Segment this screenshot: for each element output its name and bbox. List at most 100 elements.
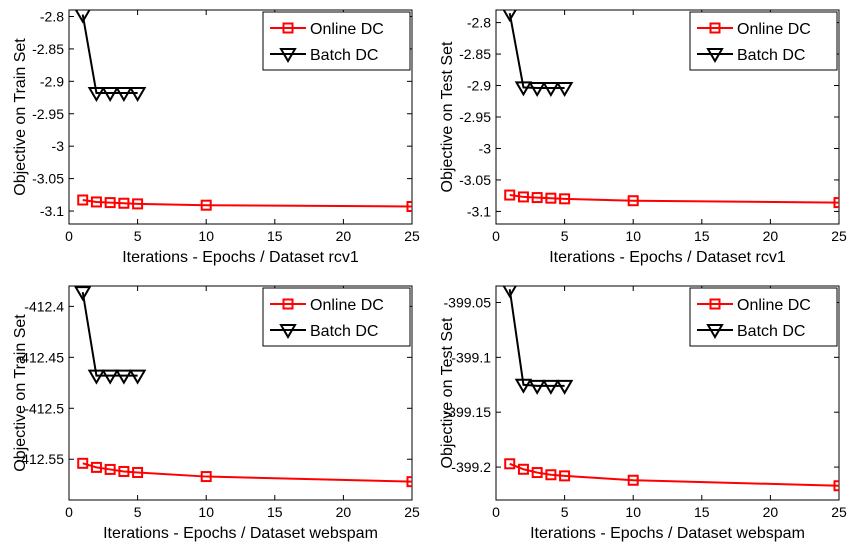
legend-marker: [709, 22, 721, 34]
x-tick-label: 0: [65, 504, 73, 520]
y-tick-label: -3.1: [467, 203, 491, 219]
online-dc-point: [517, 191, 529, 203]
y-tick-label: -3.05: [32, 171, 64, 187]
batch-dc-point: [528, 82, 546, 98]
legend: Online DC Batch DC: [262, 287, 411, 347]
x-tick-label: 15: [694, 228, 710, 244]
y-tick-label: -2.85: [459, 46, 491, 62]
series-line-batch-dc: [81, 291, 138, 377]
legend-label: Batch DC: [737, 323, 805, 340]
legend-marker: [282, 298, 294, 310]
x-tick-label: 25: [831, 504, 847, 520]
x-tick-label: 20: [336, 228, 352, 244]
legend-marker: [282, 22, 294, 34]
x-tick-label: 25: [404, 504, 420, 520]
online-dc-point: [627, 195, 639, 207]
online-dc-point: [531, 467, 543, 479]
online-dc-point: [132, 466, 144, 478]
x-tick-label: 0: [65, 228, 73, 244]
plot-frame: [68, 285, 413, 501]
legend-box: [262, 287, 411, 347]
online-dc-point: [559, 193, 571, 205]
y-tick-label: -412.5: [24, 400, 64, 416]
x-tick-label: 15: [267, 504, 283, 520]
legend-marker: [279, 324, 297, 339]
plot-area: [73, 286, 412, 488]
batch-dc-point: [87, 369, 106, 385]
y-tick-label: -412.4: [24, 298, 64, 314]
online-dc-point: [200, 471, 212, 483]
batch-dc-point: [128, 369, 147, 385]
batch-dc-point: [101, 87, 119, 102]
online-dc-point: [627, 474, 639, 486]
batch-dc-point: [115, 369, 133, 385]
batch-dc-point: [87, 87, 106, 102]
legend-label: Batch DC: [310, 47, 378, 64]
plot-area: [502, 10, 839, 209]
y-tick-label: -412.55: [17, 451, 65, 467]
series-line-batch-dc: [508, 289, 565, 387]
batch-dc-point: [502, 10, 517, 23]
x-tick-label: 10: [625, 504, 641, 520]
batch-dc-point: [528, 379, 546, 395]
x-axis-label: Iterations - Epochs / Dataset rcv1: [549, 249, 786, 266]
batch-dc-point: [555, 379, 574, 395]
legend-label: Batch DC: [737, 47, 805, 64]
online-dc-point: [545, 192, 557, 204]
online-dc-point: [517, 463, 529, 475]
batch-dc-point: [514, 81, 533, 97]
y-tick-label: -3.05: [459, 172, 491, 188]
legend-marker: [706, 48, 724, 63]
batch-dc-point: [514, 378, 533, 394]
x-axis-label: Iterations - Epochs / Dataset webspam: [530, 525, 805, 542]
batch-dc-point: [542, 82, 560, 98]
y-tick-label: -2.95: [459, 109, 491, 125]
batch-dc-point: [542, 379, 560, 395]
online-dc-point: [504, 189, 516, 201]
batch-dc-point: [115, 87, 133, 102]
series-line-online-dc: [82, 462, 412, 483]
legend-label: Online DC: [310, 297, 384, 314]
online-dc-point: [77, 194, 89, 206]
x-axis-label: Iterations - Epochs / Dataset webspam: [103, 525, 378, 542]
x-tick-label: 10: [198, 228, 214, 244]
legend-marker: [706, 324, 724, 339]
legend-label: Online DC: [737, 21, 811, 38]
plot-area: [502, 286, 839, 492]
chart-panel-1: 0 5 10 15 20 25 -2.8 -2.85 -2.9 -2.95 -3 -3.05 -3.1 I…: [12, 8, 420, 266]
plot-frame: [68, 9, 413, 225]
x-tick-label: 25: [831, 228, 847, 244]
online-dc-point: [90, 196, 102, 208]
chart-panel-4: 0 5 10 15 20 25 -399.05 -399.1 -399.15 -399.2 Iter…: [439, 285, 847, 542]
y-tick-label: -2.95: [32, 106, 64, 122]
x-tick-label: 15: [694, 504, 710, 520]
y-axis-label: Objective on Test Set: [439, 317, 456, 468]
y-tick-label: -2.8: [40, 8, 64, 24]
y-axis-label: Objective on Train Set: [12, 314, 29, 472]
online-dc-point: [406, 200, 412, 212]
series-line-batch-dc: [81, 14, 138, 95]
x-tick-label: 10: [625, 228, 641, 244]
legend-marker: [709, 298, 721, 310]
x-tick-label: 20: [336, 504, 352, 520]
x-tick-label: 10: [198, 504, 214, 520]
chart-panel-2: 0 5 10 15 20 25 -2.8 -2.85 -2.9 -2.95 -3 -3.05 -3.1 I…: [439, 9, 847, 266]
batch-dc-point: [128, 87, 147, 102]
online-dc-point: [104, 463, 116, 475]
x-tick-label: 5: [561, 228, 569, 244]
batch-dc-point: [555, 82, 574, 98]
x-tick-label: 5: [561, 504, 569, 520]
y-tick-label: -2.9: [467, 78, 491, 94]
online-dc-point: [104, 197, 116, 209]
batch-dc-point: [502, 286, 517, 299]
x-tick-label: 25: [404, 228, 420, 244]
legend: Online DC Batch DC: [689, 11, 838, 71]
online-dc-point: [545, 469, 557, 481]
online-dc-point: [132, 198, 144, 210]
y-tick-label: -399.1: [451, 349, 491, 365]
y-tick-label: -3: [479, 140, 492, 156]
x-tick-label: 0: [492, 504, 500, 520]
x-tick-label: 5: [134, 228, 142, 244]
y-tick-label: -2.9: [40, 73, 64, 89]
